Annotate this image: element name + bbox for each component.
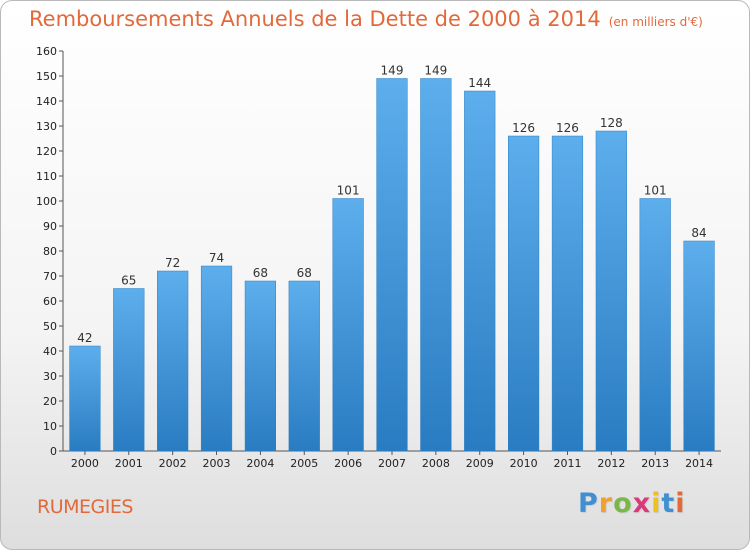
x-tick-label-2005: 2005 bbox=[290, 457, 318, 470]
data-label-2014: 84 bbox=[691, 226, 706, 240]
x-tick-label-2004: 2004 bbox=[246, 457, 274, 470]
data-label-2004: 68 bbox=[253, 266, 268, 280]
bar-2002 bbox=[157, 270, 189, 452]
y-tick-label: 130 bbox=[36, 120, 57, 133]
y-tick-label: 0 bbox=[50, 445, 57, 458]
logo-letter: t bbox=[661, 488, 676, 519]
logo-letter: x bbox=[632, 488, 652, 519]
data-label-2011: 126 bbox=[556, 121, 579, 135]
y-tick-label: 40 bbox=[43, 345, 57, 358]
x-tick-label-2013: 2013 bbox=[641, 457, 669, 470]
data-label-2001: 65 bbox=[121, 274, 136, 288]
bar-2000 bbox=[69, 345, 101, 452]
logo-letter: r bbox=[598, 488, 614, 519]
data-label-2005: 68 bbox=[297, 266, 312, 280]
data-labels: 42 65 72 74 68 68 101 149 149 144 126 126 128 101 84 bbox=[77, 64, 706, 346]
bar-2006 bbox=[332, 198, 364, 452]
chart-axes: 0 10 20 30 40 50 60 70 80 90 100 110 120 130 140 150 160… bbox=[36, 45, 721, 470]
bar-2008 bbox=[420, 78, 452, 452]
x-tick-label-2006: 2006 bbox=[334, 457, 362, 470]
data-label-2009: 144 bbox=[468, 76, 491, 90]
y-tick-label: 150 bbox=[36, 70, 57, 83]
x-tick-label-2010: 2010 bbox=[510, 457, 538, 470]
x-tick-label-2001: 2001 bbox=[115, 457, 143, 470]
y-tick-label: 50 bbox=[43, 320, 57, 333]
y-tick-label: 10 bbox=[43, 420, 57, 433]
y-tick-label: 30 bbox=[43, 370, 57, 383]
bar-2014 bbox=[683, 240, 715, 452]
y-tick-label: 60 bbox=[43, 295, 57, 308]
bar-2007 bbox=[376, 78, 408, 452]
logo-letter: o bbox=[613, 488, 633, 519]
bar-series bbox=[69, 78, 715, 452]
bar-2005 bbox=[288, 280, 320, 452]
y-tick-label: 110 bbox=[36, 170, 57, 183]
proxiti-logo: Proxiti bbox=[578, 488, 686, 519]
data-label-2002: 72 bbox=[165, 256, 180, 270]
data-label-2010: 126 bbox=[512, 121, 535, 135]
y-tick-label: 160 bbox=[36, 45, 57, 58]
bar-2003 bbox=[200, 265, 233, 452]
chart-title: Remboursements Annuels de la Dette de 20… bbox=[29, 7, 703, 31]
y-tick-label: 140 bbox=[36, 95, 57, 108]
commune-name: RUMEGIES bbox=[37, 496, 133, 518]
y-tick-label: 80 bbox=[43, 245, 57, 258]
x-tick-label-2000: 2000 bbox=[71, 457, 99, 470]
logo-letter: i bbox=[675, 488, 686, 519]
x-tick-label-2011: 2011 bbox=[553, 457, 581, 470]
chart-title-text: Remboursements Annuels de la Dette de 20… bbox=[29, 7, 601, 31]
logo-letter: P bbox=[578, 488, 599, 519]
y-tick-label: 70 bbox=[43, 270, 57, 283]
data-label-2007: 149 bbox=[381, 64, 404, 78]
chart-subtitle: (en milliers d'€) bbox=[608, 15, 703, 29]
x-tick-label-2014: 2014 bbox=[685, 457, 713, 470]
x-tick-label-2002: 2002 bbox=[159, 457, 187, 470]
y-tick-label: 120 bbox=[36, 145, 57, 158]
data-label-2000: 42 bbox=[77, 331, 92, 345]
data-label-2008: 149 bbox=[424, 64, 447, 78]
x-tick-label-2012: 2012 bbox=[597, 457, 625, 470]
bar-2011 bbox=[551, 135, 584, 452]
data-label-2006: 101 bbox=[337, 184, 360, 198]
bar-2009 bbox=[464, 90, 496, 452]
logo-letter: i bbox=[651, 488, 662, 519]
bar-2004 bbox=[244, 280, 277, 452]
data-label-2003: 74 bbox=[209, 251, 224, 265]
x-tick-label-2003: 2003 bbox=[203, 457, 231, 470]
data-label-2013: 101 bbox=[644, 184, 667, 198]
x-tick-label-2009: 2009 bbox=[466, 457, 494, 470]
bar-2001 bbox=[113, 288, 145, 452]
bar-2012 bbox=[595, 130, 627, 452]
bar-2010 bbox=[507, 135, 540, 452]
data-label-2012: 128 bbox=[600, 116, 623, 130]
x-tick-label-2008: 2008 bbox=[422, 457, 450, 470]
y-tick-label: 90 bbox=[43, 220, 57, 233]
bar-2013 bbox=[639, 198, 671, 452]
y-tick-label: 20 bbox=[43, 395, 57, 408]
y-tick-label: 100 bbox=[36, 195, 57, 208]
x-tick-label-2007: 2007 bbox=[378, 457, 406, 470]
